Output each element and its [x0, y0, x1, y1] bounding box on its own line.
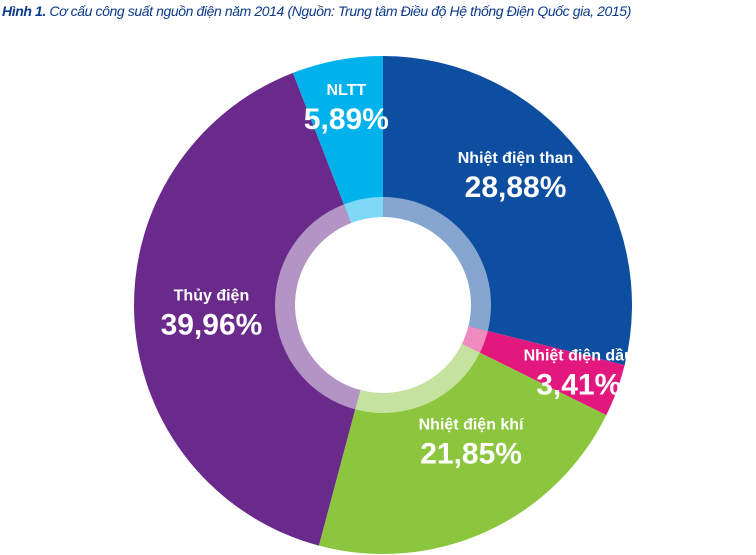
inner-ring-nhiet-dien-khi: [355, 343, 480, 413]
label-value-nhiet-dien-khi: 21,85%: [420, 438, 522, 471]
label-name-nhiet-dien-khi: Nhiệt điện khí: [419, 417, 524, 434]
label-name-thuy-dien: Thủy điện: [174, 287, 250, 304]
figure-label: Hình 1.: [2, 3, 46, 19]
inner-ring-nhiet-dien-than: [383, 197, 491, 332]
donut-hole: [295, 217, 471, 393]
figure-title: Cơ cấu công suất nguồn điện năm 2014: [49, 3, 284, 19]
label-name-nhiet-dien-dau: Nhiệt điện dầu: [524, 347, 634, 364]
slice-nltt: [292, 56, 383, 223]
inner-ring-thuy-dien: [275, 204, 361, 410]
label-value-thuy-dien: 39,96%: [161, 308, 263, 341]
label-name-nhiet-dien-than: Nhiệt điện than: [458, 150, 574, 167]
inner-ring-nhiet-dien-dau: [461, 326, 488, 353]
inner-ring-group: [275, 197, 491, 413]
inner-ring-nltt: [343, 197, 383, 223]
slice-thuy-dien: [133, 72, 361, 546]
label-value-nltt: 5,89%: [304, 103, 389, 136]
label-name-nltt: NLTT: [327, 82, 367, 99]
slices-group: [133, 56, 632, 554]
slice-nhiet-dien-than: [383, 56, 632, 366]
figure-caption: Hình 1. Cơ cấu công suất nguồn điện năm …: [2, 3, 754, 19]
labels-group: Nhiệt điện than 28,88% Nhiệt điện dầu 3,41%…: [161, 82, 634, 471]
slice-nhiet-dien-dau: [461, 326, 625, 416]
label-value-nhiet-dien-dau: 3,41%: [536, 368, 621, 401]
figure-source: (Nguồn: Trung tâm Điều độ Hệ thống Điện …: [287, 3, 631, 19]
label-value-nhiet-dien-than: 28,88%: [465, 171, 567, 204]
